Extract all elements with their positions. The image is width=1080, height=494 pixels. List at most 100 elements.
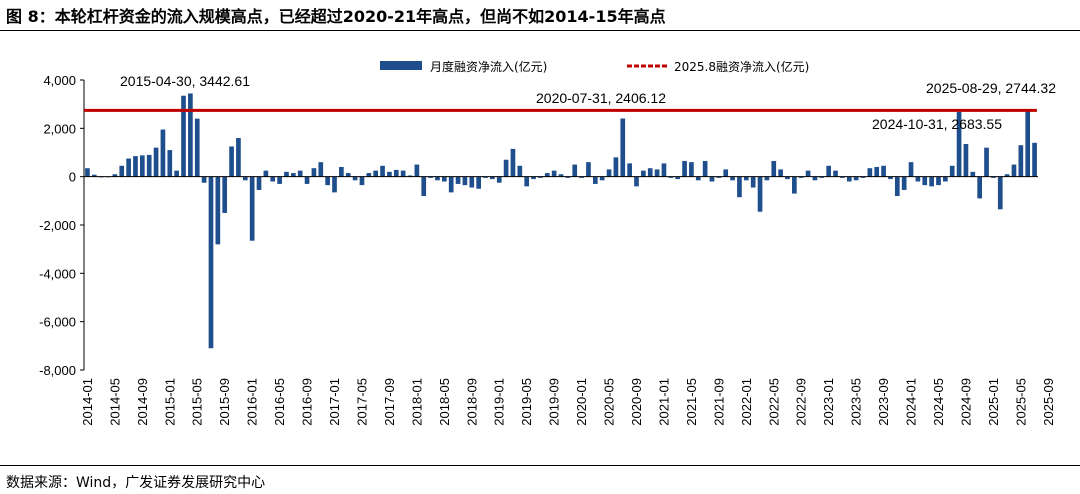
bar bbox=[579, 176, 584, 178]
bar bbox=[853, 176, 859, 181]
y-tick-label: -4,000 bbox=[39, 266, 76, 281]
bar bbox=[695, 176, 701, 181]
bar bbox=[332, 176, 337, 193]
bar bbox=[991, 176, 996, 178]
y-tick-label: 4,000 bbox=[43, 73, 76, 88]
x-tick-label: 2023-05 bbox=[849, 378, 864, 426]
annotations: 2015-04-30, 3442.61 2020-07-31, 2406.12 20… bbox=[120, 73, 1056, 132]
x-tick-label: 2025-09 bbox=[1041, 378, 1056, 426]
bar bbox=[743, 176, 749, 181]
bar bbox=[242, 176, 248, 181]
footer-divider bbox=[0, 465, 1080, 466]
bar bbox=[785, 176, 790, 180]
bar bbox=[304, 176, 310, 184]
bar bbox=[208, 176, 214, 349]
bar bbox=[339, 167, 344, 177]
x-tick-label: 2014-01 bbox=[80, 378, 95, 426]
x-tick-label: 2019-01 bbox=[492, 378, 507, 426]
bar bbox=[421, 176, 427, 196]
bar bbox=[894, 176, 900, 196]
x-tick-label: 2020-01 bbox=[574, 378, 589, 426]
annotation-label: 2025-08-29, 2744.32 bbox=[926, 80, 1056, 96]
bar bbox=[840, 176, 845, 178]
x-tick-label: 2021-09 bbox=[711, 378, 726, 426]
bar bbox=[393, 169, 399, 177]
bar bbox=[641, 170, 646, 177]
bar bbox=[531, 176, 536, 180]
source-note: 数据来源：Wind，广发证券发展研究中心 bbox=[6, 475, 266, 491]
bar bbox=[490, 176, 495, 180]
bar bbox=[414, 164, 420, 177]
y-tick-label: -6,000 bbox=[39, 315, 76, 330]
bar bbox=[469, 176, 475, 188]
x-tick-label: 2014-05 bbox=[107, 378, 122, 426]
bar bbox=[455, 176, 461, 184]
bar bbox=[771, 160, 777, 177]
x-tick-label: 2024-01 bbox=[904, 378, 919, 426]
bar bbox=[352, 176, 358, 181]
bar bbox=[510, 148, 516, 177]
bar bbox=[901, 176, 907, 190]
bar bbox=[380, 165, 385, 177]
bar bbox=[538, 176, 543, 178]
x-tick-label: 2017-01 bbox=[327, 378, 342, 426]
x-tick-label: 2017-09 bbox=[382, 378, 397, 426]
bar bbox=[256, 176, 262, 190]
bar bbox=[764, 176, 770, 181]
bar bbox=[359, 176, 365, 186]
bar bbox=[236, 138, 241, 177]
bar bbox=[325, 176, 330, 186]
bar bbox=[544, 173, 550, 177]
bar bbox=[943, 176, 948, 182]
bar bbox=[620, 118, 626, 177]
annotation-label: 2020-07-31, 2406.12 bbox=[536, 90, 666, 106]
bar bbox=[441, 176, 447, 182]
bar bbox=[373, 170, 379, 177]
bar bbox=[524, 176, 530, 187]
bar bbox=[263, 170, 269, 177]
y-tick-label: -2,000 bbox=[39, 218, 76, 233]
x-tick-label: 2018-09 bbox=[464, 378, 479, 426]
bar bbox=[970, 171, 976, 177]
x-tick-label: 2017-05 bbox=[354, 378, 369, 426]
bar bbox=[778, 169, 783, 177]
bar bbox=[558, 174, 564, 177]
bar bbox=[922, 176, 928, 186]
bar bbox=[737, 176, 742, 198]
bar bbox=[997, 176, 1003, 210]
bar bbox=[908, 162, 914, 177]
x-tick-label: 2023-09 bbox=[876, 378, 891, 426]
x-tick-label: 2019-09 bbox=[547, 378, 562, 426]
bar bbox=[846, 176, 852, 182]
bar bbox=[1018, 145, 1024, 177]
bar bbox=[888, 176, 893, 180]
bar bbox=[153, 147, 159, 177]
bar bbox=[702, 160, 708, 177]
bar bbox=[826, 165, 832, 177]
bar bbox=[709, 176, 715, 182]
x-tick-label: 2024-05 bbox=[931, 378, 946, 426]
bar bbox=[1025, 110, 1031, 177]
bar bbox=[812, 176, 818, 181]
x-tick-label: 2025-05 bbox=[1013, 378, 1028, 426]
bar bbox=[613, 157, 619, 177]
bar bbox=[551, 170, 557, 177]
y-tick-label: -8,000 bbox=[39, 363, 76, 378]
bar bbox=[634, 176, 639, 187]
legend: 月度融资净流入(亿元) 2025.8融资净流入(亿元) bbox=[380, 59, 809, 74]
bar bbox=[661, 163, 667, 177]
bar bbox=[167, 150, 173, 177]
bar bbox=[222, 176, 228, 213]
x-tick-label: 2022-05 bbox=[766, 378, 781, 426]
x-tick-label: 2021-01 bbox=[656, 378, 671, 426]
bar bbox=[723, 169, 729, 177]
title-divider bbox=[0, 30, 1080, 31]
bar bbox=[915, 176, 921, 182]
bar bbox=[860, 176, 866, 178]
bar bbox=[496, 176, 502, 183]
bar bbox=[599, 176, 605, 181]
bar bbox=[716, 176, 722, 178]
x-tick-label: 2018-05 bbox=[437, 378, 452, 426]
x-tick-label: 2020-05 bbox=[602, 378, 617, 426]
bar bbox=[517, 165, 523, 177]
